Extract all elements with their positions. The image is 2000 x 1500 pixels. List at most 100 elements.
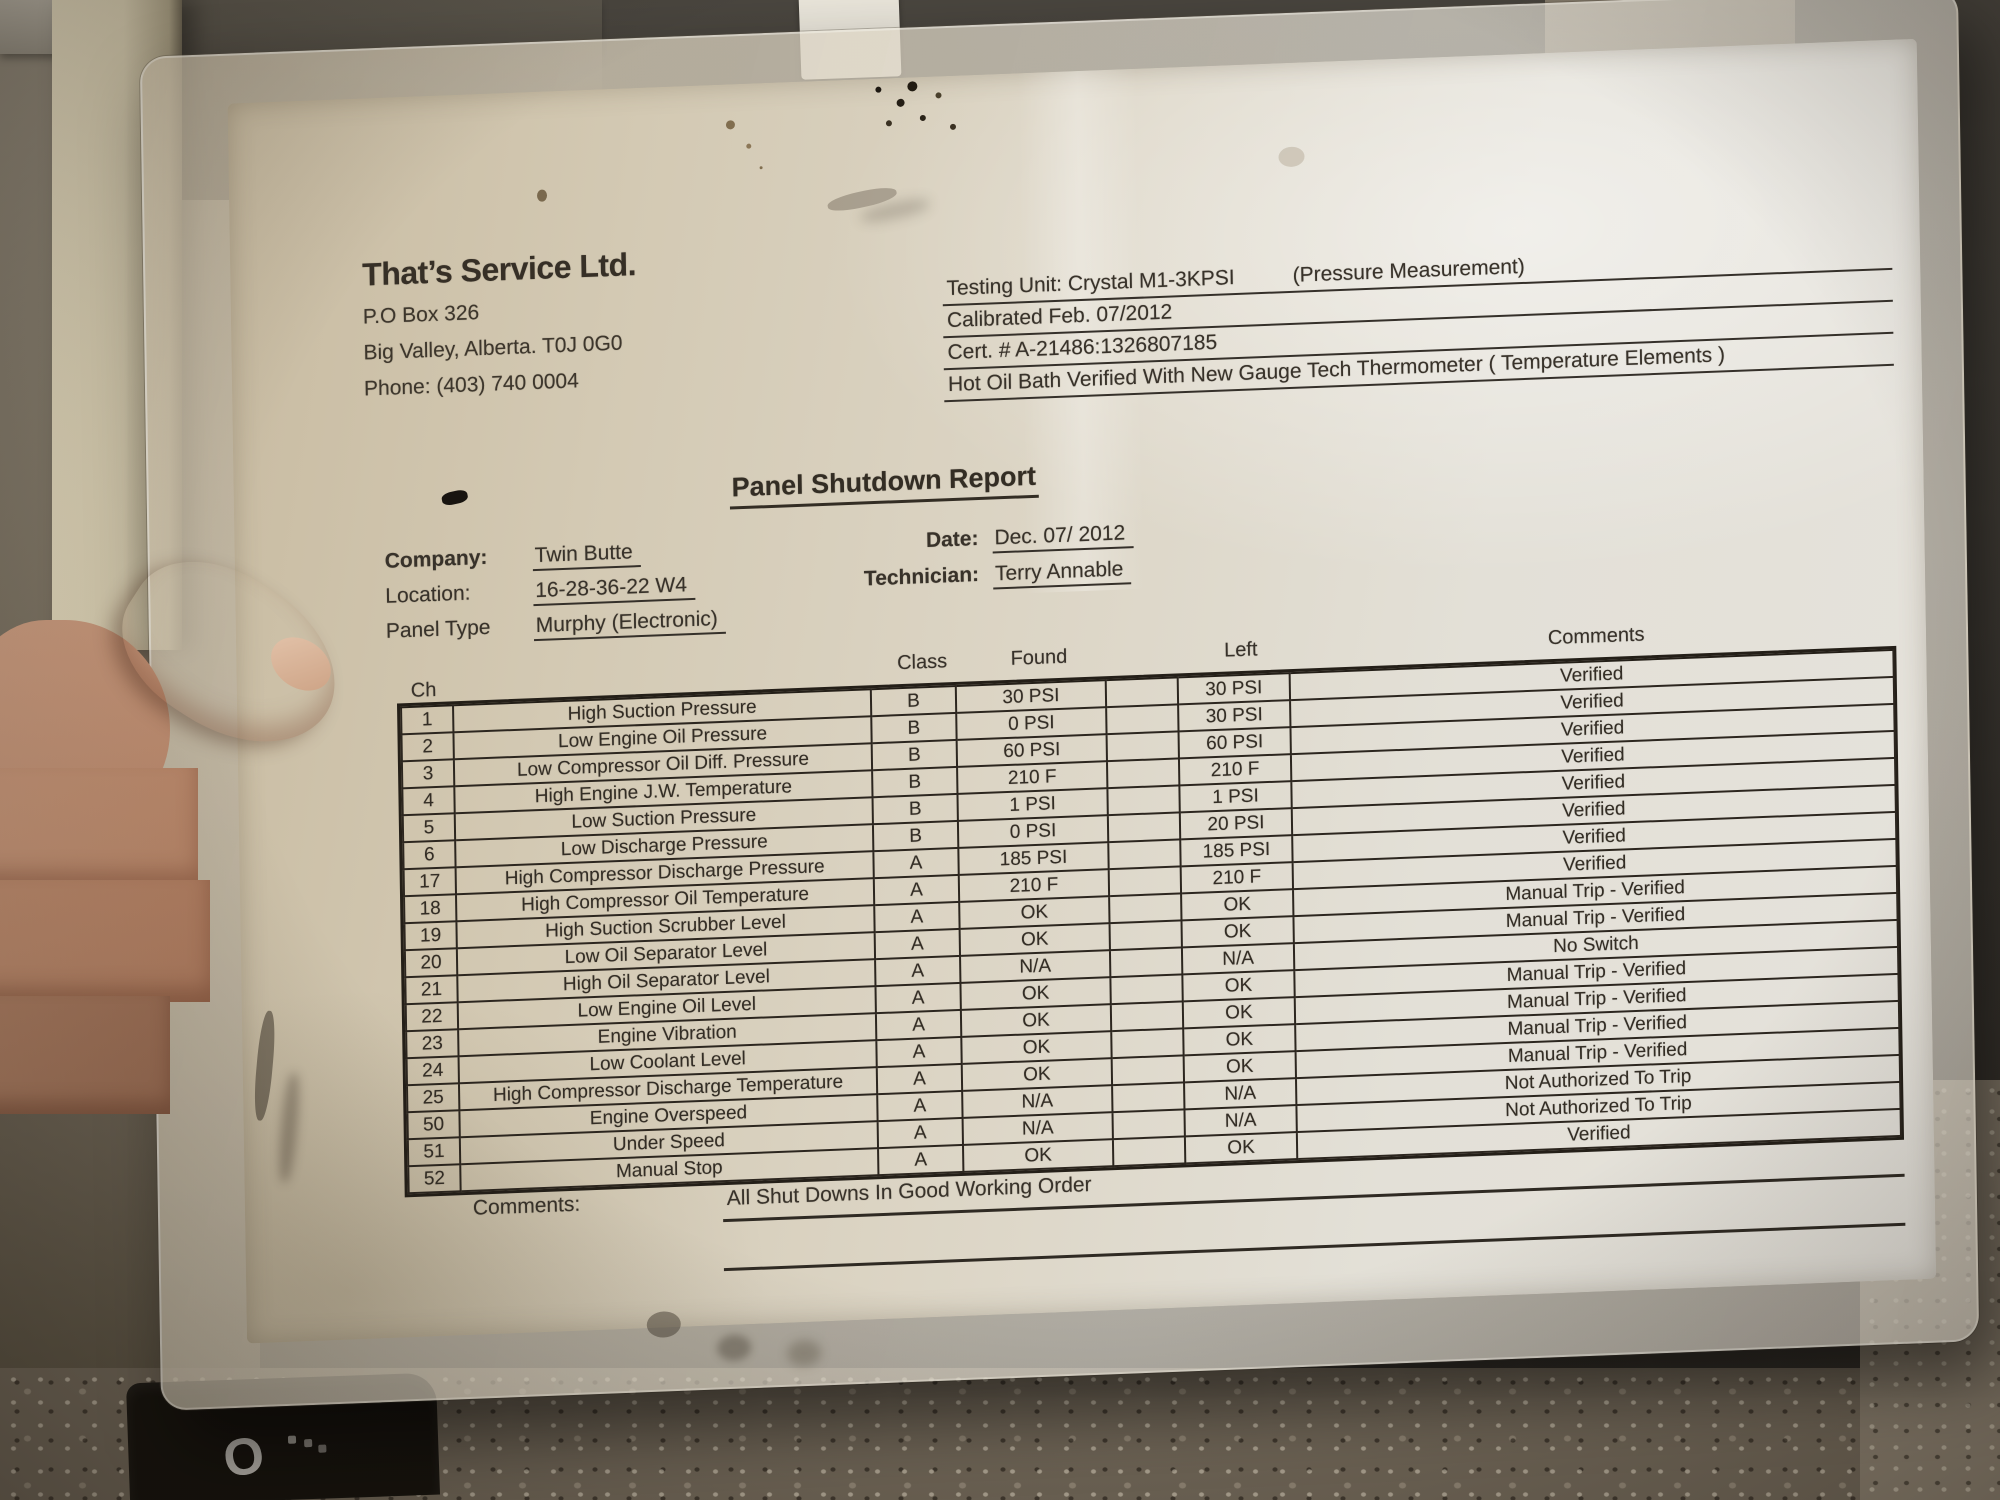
cell-ch: 25 [406,1083,460,1113]
spacer-cell [1109,947,1183,978]
cell-ch: 52 [408,1164,461,1194]
cell-class: B [871,712,957,744]
cell-class: B [871,739,958,771]
cell-left: N/A [1181,943,1295,975]
spacer-cell [1111,1028,1184,1059]
cell-class: B [872,793,958,825]
cell-left: OK [1183,1024,1296,1056]
cell-class: A [873,874,960,906]
comments-label: Comments: [472,1192,581,1220]
cell-left: OK [1181,889,1294,921]
calibrated-text: Calibrated Feb. 07/2012 [946,300,1173,333]
cell-ch: 51 [407,1137,461,1167]
cell-left: 210 F [1180,862,1294,894]
cell-class: A [875,1009,962,1041]
report-title: Panel Shutdown Report [729,460,1039,510]
spacer-cell [1105,677,1179,708]
laminated-pouch: That’s Service Ltd. P.O Box 326 Big Vall… [139,0,1980,1411]
cell-ch: 2 [401,732,454,762]
technician-value: Terry Annable [992,557,1132,590]
cell-ch: 50 [407,1110,460,1140]
spacer-cell [1109,920,1182,951]
ink-smudge [826,184,898,215]
letterhead: That’s Service Ltd. P.O Box 326 Big Vall… [362,246,638,401]
spacer-cell [1112,1136,1186,1167]
header-ch: Ch [410,678,437,702]
spacer-cell [1111,1055,1185,1086]
stain-specks [875,86,882,93]
cell-left: 30 PSI [1178,700,1291,732]
cell-left: 210 F [1178,754,1292,786]
spacer-cell [1110,1001,1184,1032]
panel-type-label: Panel Type [385,615,491,643]
phone-line: Phone: (403) 740 0004 [363,369,579,401]
location-value: 16-28-36-22 W4 [533,572,696,607]
cell-ch: 4 [402,786,455,816]
cell-class: A [874,928,961,960]
cell-left: 1 PSI [1179,781,1292,813]
header-spacer [1114,667,1186,670]
spacer-cell [1108,866,1182,897]
location-label: Location: [385,581,471,608]
pouch-stain [646,1310,681,1339]
header-left: Left [1223,638,1258,662]
spacer-cell [1106,758,1180,789]
cell-ch: 23 [406,1029,459,1059]
cell-ch: 19 [404,921,457,951]
cell-ch: 22 [405,1002,459,1032]
header-found: Found [1010,645,1068,670]
technician-label: Technician: [863,563,980,591]
cell-class: B [872,766,958,798]
stain-dots [725,120,736,130]
testing-unit-note: (Pressure Measurement) [1292,254,1525,287]
company-name: That’s Service Ltd. [361,246,637,293]
shutdown-table-zone: Ch Class Found Left Comments 1 High Sucti… [396,608,1905,1198]
cell-class: A [877,1090,963,1122]
spacer-cell [1110,974,1183,1005]
cell-ch: 21 [405,975,458,1005]
company-value: Twin Butte [532,540,641,572]
job-info-left: Company: Twin Butte Location: 16-28-36-2… [385,537,727,655]
spacer-cell [1112,1109,1185,1140]
finger-ring [0,996,170,1114]
box-print-marks [287,1435,297,1444]
cell-found: OK [962,1139,1114,1172]
cell-ch: 1 [401,705,454,735]
finger-middle [0,880,210,1002]
cell-left: OK [1181,916,1294,948]
cell-ch: 18 [404,894,457,924]
job-info-right: Date: Dec. 07/ 2012 Technician: Terry An… [842,521,1134,604]
cell-left: N/A [1184,1105,1297,1137]
date-label: Date: [925,527,979,553]
spacer-cell [1106,704,1179,735]
spacer-cell [1108,839,1181,870]
cell-class: A [876,1063,963,1095]
cell-class: A [876,1036,962,1068]
cell-left: OK [1184,1132,1298,1164]
shutdown-table: 1 High Suction Pressure B 30 PSI 30 PSI Verif… [400,649,1902,1194]
box-print-letter: O [219,1425,269,1490]
cell-ch: 3 [401,759,455,789]
cell-class: A [873,847,959,879]
table-frame: 1 High Suction Pressure B 30 PSI 30 PSI Verif… [396,645,1905,1198]
cell-class: B [870,685,957,717]
cell-class: A [877,1117,963,1149]
spacer-cell [1109,893,1182,924]
company-label: Company: [384,545,488,573]
spacer-cell [1107,812,1181,843]
date-value: Dec. 07/ 2012 [992,521,1134,554]
address-line2: Big Valley, Alberta. T0J 0G0 [363,331,623,365]
finger-index [0,768,198,886]
pen-scribble [440,488,469,507]
cell-class: A [878,1144,964,1176]
cert-text: Cert. # A-21486:1326807185 [947,330,1218,365]
stain-spot [536,189,548,202]
cell-left: 185 PSI [1180,835,1293,867]
cell-left: 20 PSI [1179,808,1293,840]
faint-stain [1278,146,1305,168]
report-document: That’s Service Ltd. P.O Box 326 Big Vall… [227,38,1937,1344]
cell-class: A [874,901,960,933]
cell-ch: 20 [404,948,458,978]
cell-ch: 17 [403,867,456,897]
cell-class: A [875,955,961,987]
